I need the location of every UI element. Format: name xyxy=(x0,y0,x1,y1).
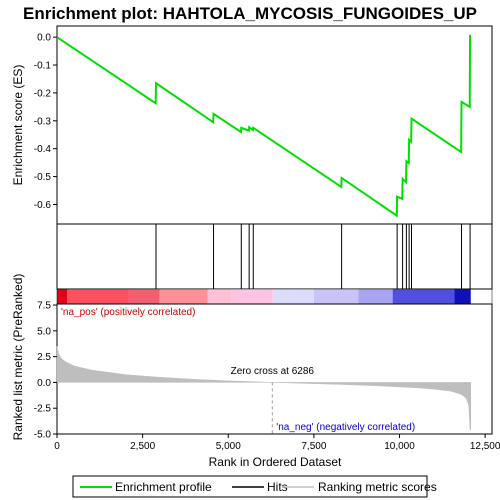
x-tick-label: 5,000 xyxy=(216,441,241,452)
enrichment-y-tick-label: -0.5 xyxy=(34,172,52,183)
zero-cross-label: Zero cross at 6286 xyxy=(231,366,315,377)
metric-panel-frame xyxy=(56,303,493,435)
positive-correlation-label: 'na_pos' (positively correlated) xyxy=(61,307,195,318)
enrichment-panel: 0.0 -0.1 -0.2 -0.3 -0.4 -0.5 -0.6 Enrichment s… xyxy=(11,25,493,225)
enrichment-panel-frame xyxy=(56,25,493,225)
x-tick-label: 12,500 xyxy=(470,441,500,452)
hit-markers xyxy=(155,224,471,289)
metric-y-tick-label: 0.0 xyxy=(37,378,51,389)
x-tick-label: 10,000 xyxy=(384,441,415,452)
color-bar-segment xyxy=(313,289,359,304)
x-tick-label: 0 xyxy=(54,441,60,452)
ranking-metric-area xyxy=(56,346,472,431)
enrichment-y-tick-label: -0.4 xyxy=(34,144,52,155)
metric-y-tick-label: 7.5 xyxy=(37,301,51,312)
legend-metric-label: Ranking metric scores xyxy=(318,480,437,494)
legend-hits-label: Hits xyxy=(267,480,288,494)
color-bar-segment xyxy=(358,289,393,304)
enrichment-y-tick-label: -0.1 xyxy=(34,61,52,72)
color-bar-segment xyxy=(272,289,314,304)
color-bar-segment xyxy=(454,289,471,304)
legend: Enrichment profile Hits Ranking metric s… xyxy=(72,475,437,498)
enrichment-profile-line xyxy=(56,34,472,218)
color-bar-segment xyxy=(207,289,232,304)
chart-title: Enrichment plot: HAHTOLA_MYCOSIS_FUNGOID… xyxy=(23,4,477,23)
x-tick-label: 7,500 xyxy=(301,441,326,452)
color-bar-segment xyxy=(67,289,129,304)
enrichment-y-tick-label: -0.3 xyxy=(34,116,52,127)
metric-y-tick-label: -5.0 xyxy=(34,430,52,441)
hits-panel-frame xyxy=(56,223,493,290)
x-axis-label: Rank in Ordered Dataset xyxy=(209,455,342,469)
x-axis-ticks: 0 2,500 5,000 7,500 10,000 12,500 xyxy=(54,434,500,452)
enrichment-y-tick-label: -0.2 xyxy=(34,88,52,99)
metric-panel: 7.5 5.0 2.5 0.0 -2.5 -5.0 'na_pos' (positivel… xyxy=(11,274,493,441)
negative-correlation-label: 'na_neg' (negatively correlated) xyxy=(276,422,415,433)
metric-y-ticks: 7.5 5.0 2.5 0.0 -2.5 -5.0 xyxy=(34,301,57,441)
color-bar-segment xyxy=(159,289,208,304)
metric-y-tick-label: -2.5 xyxy=(34,404,52,415)
color-bar-segment xyxy=(128,289,160,304)
enrichment-y-tick-label: -0.6 xyxy=(34,200,52,211)
color-bar-segment xyxy=(57,289,68,304)
color-bar-segment xyxy=(392,289,455,304)
metric-y-tick-label: 2.5 xyxy=(37,352,51,363)
hits-panel xyxy=(56,223,493,290)
enrichment-y-tick-label: 0.0 xyxy=(37,33,51,44)
metric-y-axis-label: Ranked list metric (PreRanked) xyxy=(11,274,25,441)
x-tick-label: 2,500 xyxy=(130,441,155,452)
metric-y-tick-label: 5.0 xyxy=(37,326,51,337)
ranking-color-bar xyxy=(56,288,493,305)
enrichment-y-ticks: 0.0 -0.1 -0.2 -0.3 -0.4 -0.5 -0.6 xyxy=(34,33,57,211)
color-bar-segment xyxy=(231,289,273,304)
legend-enrichment-label: Enrichment profile xyxy=(115,480,212,494)
enrichment-y-axis-label: Enrichment score (ES) xyxy=(11,65,25,186)
